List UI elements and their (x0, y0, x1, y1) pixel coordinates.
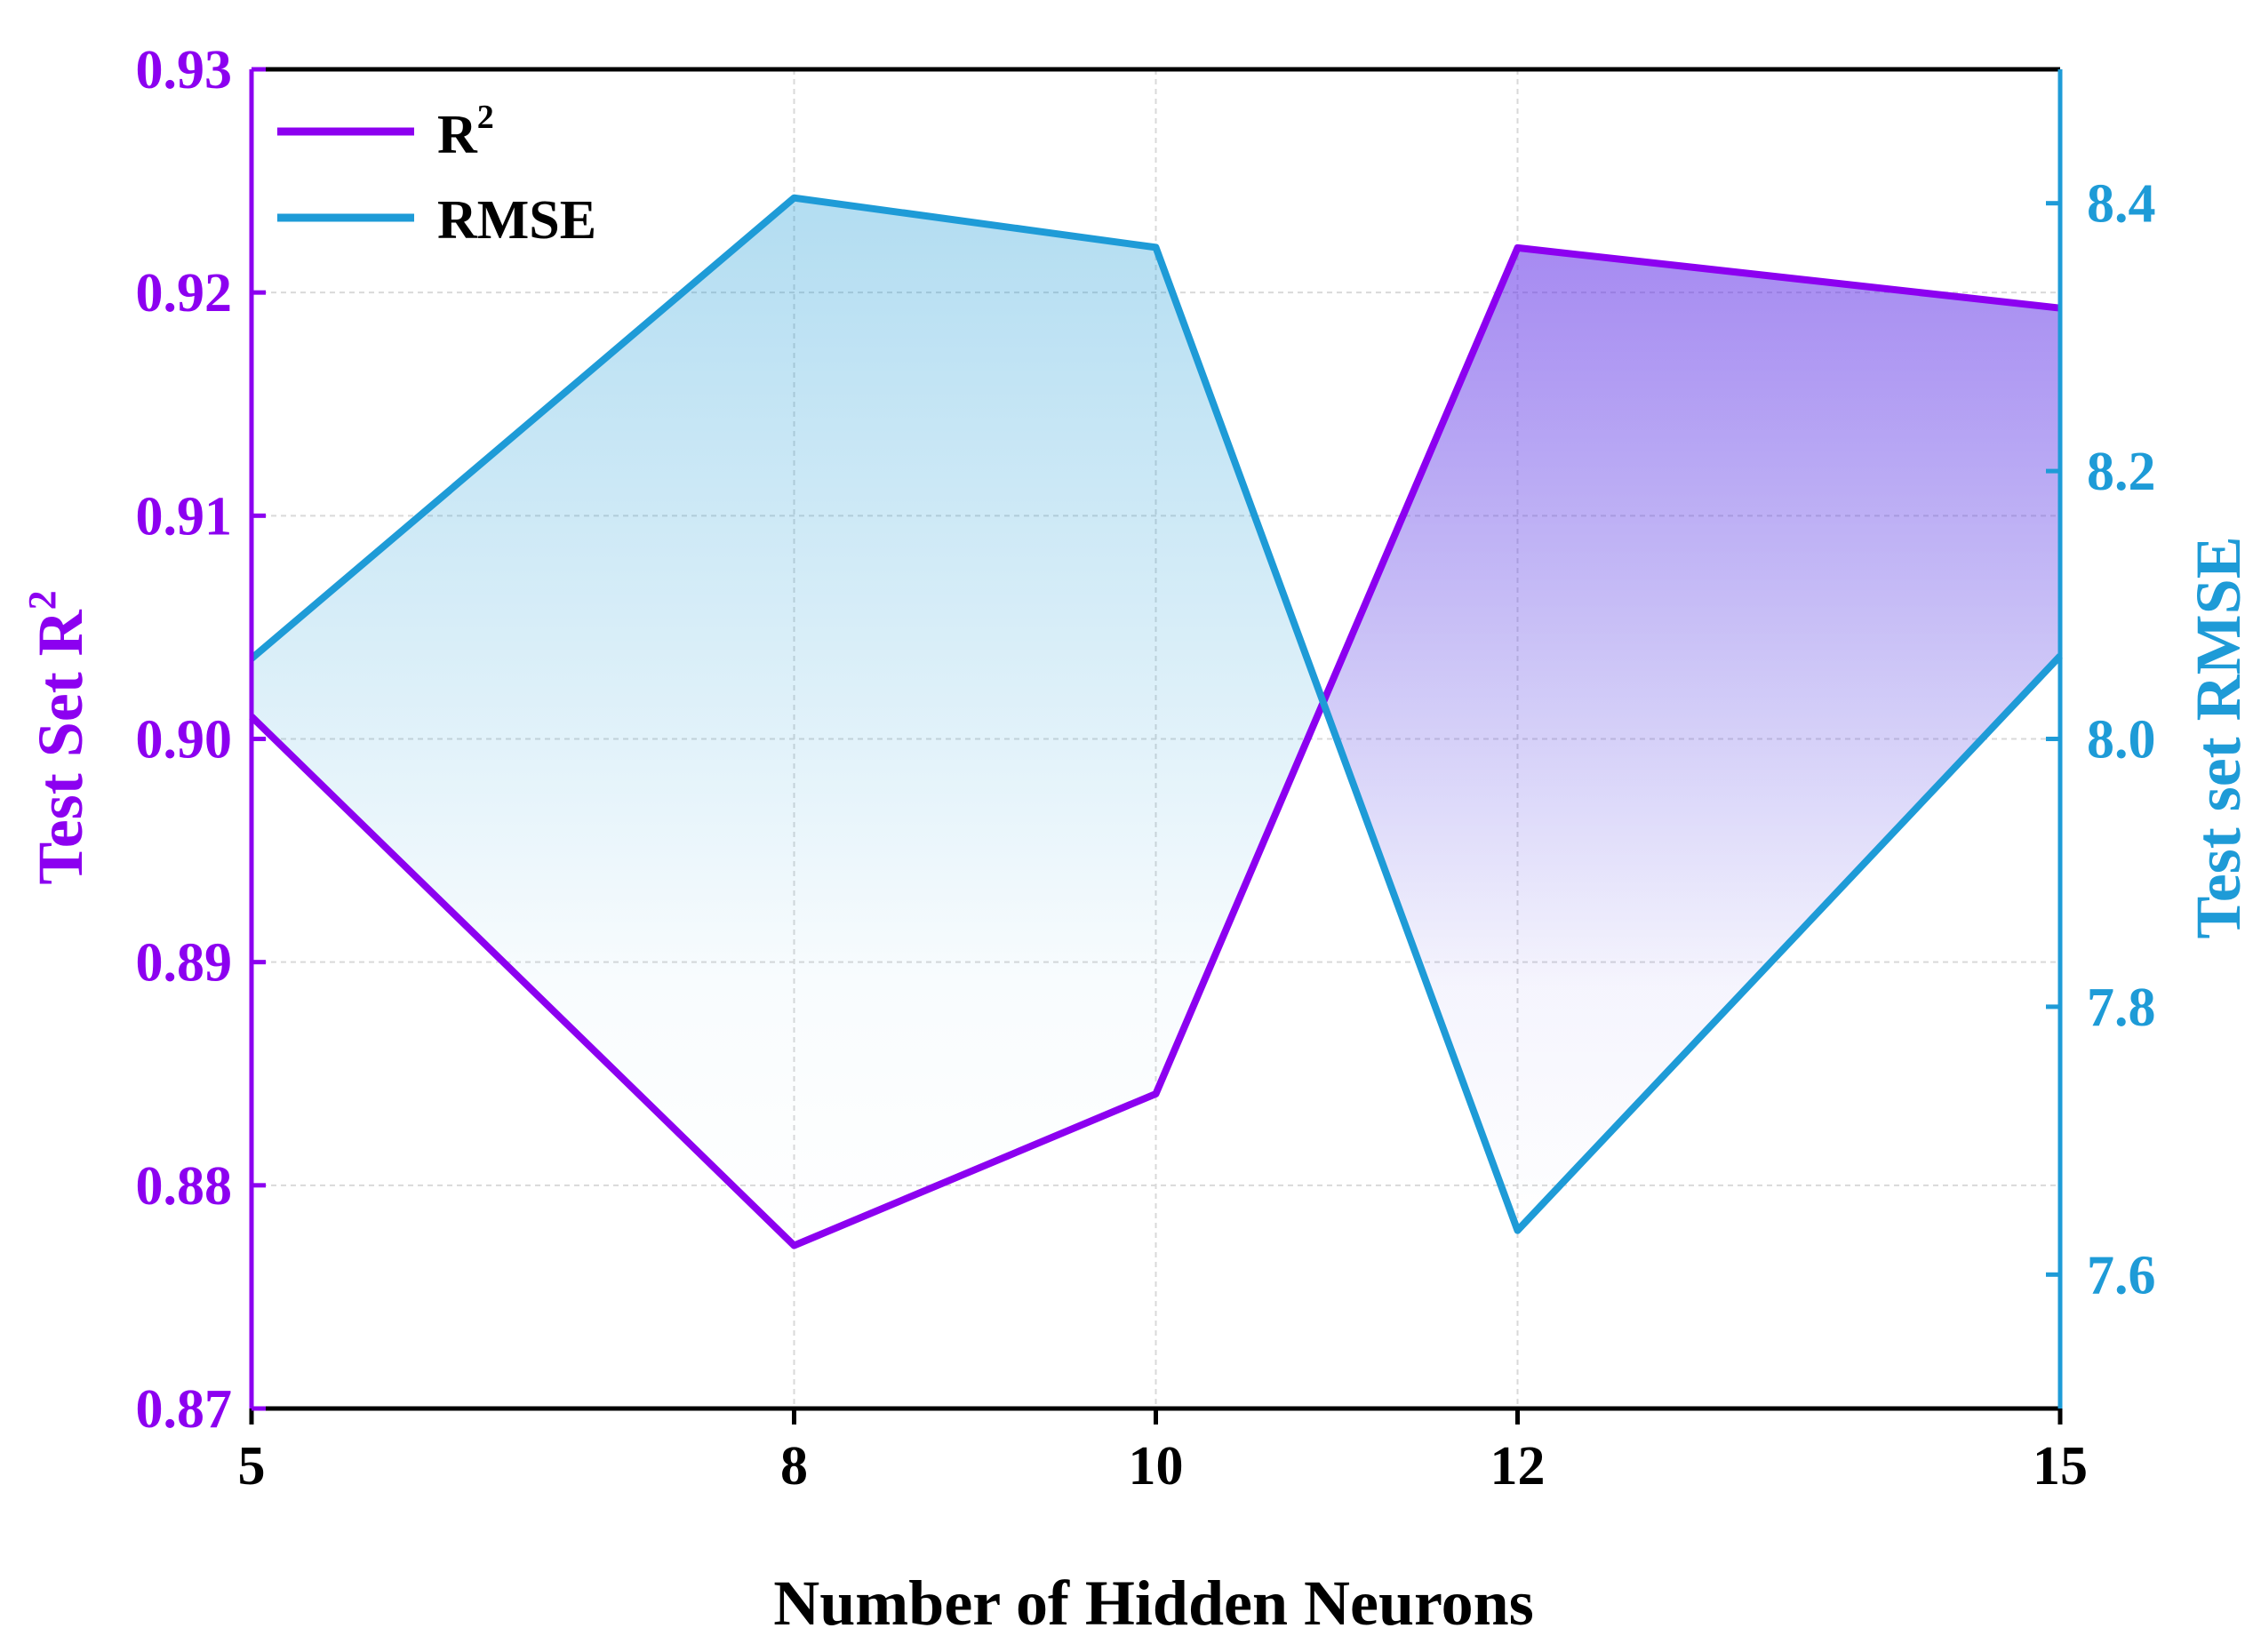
axes: 5 8 10 12 15 0.87 0.88 0.89 0.90 0.91 0.92 0.93 7.6 7… (136, 40, 2156, 1496)
left-y-axis-title-base: Test Set R (25, 609, 96, 884)
right-y-tick-label: 8.0 (2087, 710, 2156, 770)
left-y-tick-label: 0.90 (136, 710, 233, 770)
right-y-tick-label: 7.8 (2087, 978, 2156, 1038)
left-y-axis-title: Test Set R2 (20, 590, 96, 884)
left-y-tick-label: 0.87 (136, 1379, 233, 1440)
left-y-tick-label: 0.89 (136, 933, 233, 994)
left-y-tick-label: 0.88 (136, 1156, 233, 1217)
right-y-tick-label: 8.4 (2087, 174, 2156, 235)
legend-label-r2-sup: 2 (477, 99, 494, 136)
right-y-tick-label: 7.6 (2087, 1245, 2156, 1305)
x-tick-label: 5 (238, 1436, 266, 1496)
rmse-series-line (249, 194, 2063, 1234)
left-y-axis-title-sup: 2 (20, 590, 64, 610)
right-y-tick-label: 8.2 (2087, 442, 2156, 502)
x-tick-label: 12 (1490, 1436, 1546, 1496)
r2-series-line (249, 243, 2061, 1249)
left-y-tick-label: 0.91 (136, 486, 233, 547)
area-fills (252, 197, 2060, 1246)
right-y-axis-title: Test set RMSE (2183, 536, 2254, 938)
x-tick-label: 8 (780, 1436, 808, 1496)
left-y-tick-label: 0.93 (136, 40, 233, 100)
legend-label-rmse: RMSE (437, 190, 596, 251)
series-lines (249, 194, 2063, 1249)
x-axis-title: Number of Hidden Neurons (773, 1568, 1533, 1639)
r2-area-fill (1322, 247, 2060, 1231)
left-y-tick-label: 0.92 (136, 263, 233, 323)
legend-label-r2: R2 (437, 99, 494, 165)
legend-label-r2-base: R (437, 105, 478, 165)
legend: R2 RMSE (277, 99, 596, 251)
x-tick-label: 15 (2033, 1436, 2088, 1496)
x-tick-label: 10 (1129, 1436, 1184, 1496)
